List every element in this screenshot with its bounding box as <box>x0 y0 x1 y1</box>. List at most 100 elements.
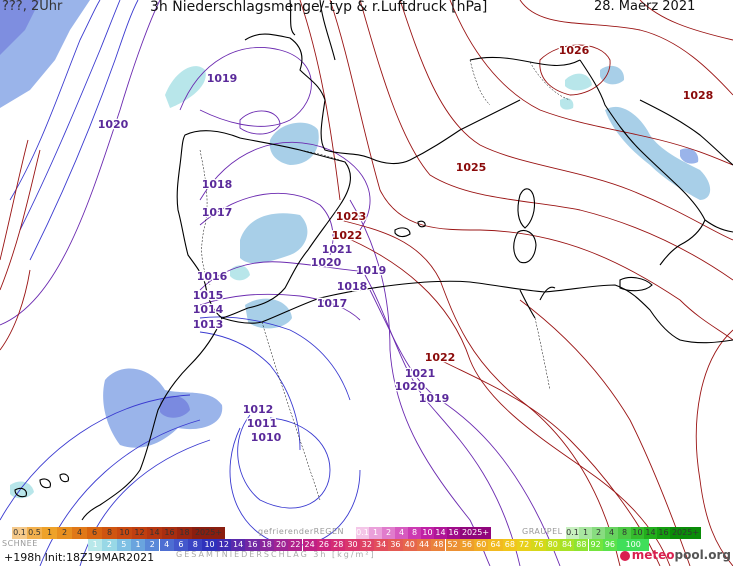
isobar-label-layer: 1019102010181017101610151014101310121011… <box>96 43 714 446</box>
snow-legend-cell: 28 <box>331 539 346 551</box>
freezing-legend-cell: 16 <box>447 527 460 539</box>
isobar-label: 1022 <box>425 351 456 364</box>
isobar-label: 1025 <box>456 161 487 174</box>
isobar-violet <box>199 261 371 291</box>
freezing-legend-cell: 2025+ <box>460 527 491 539</box>
graupel-legend-cell: 2 <box>592 527 605 539</box>
legend-freezing: 0.1 1 2 4 8 10 14 16 2025+ <box>0 527 733 539</box>
isobar-red <box>0 149 41 291</box>
rain-legend-cell: 10 <box>117 527 132 539</box>
isobar-label: 1021 <box>322 243 353 256</box>
precip-morocco-core <box>160 395 190 418</box>
border-france-spain <box>299 149 346 163</box>
snow-legend-cell: 34 <box>374 539 389 551</box>
isobar-red <box>519 299 691 567</box>
snow-legend-cell: 20 <box>273 539 289 551</box>
header-title: 3h Niederschlagsmenge/-typ & r.Luftdruck… <box>150 0 488 15</box>
isobar-violet <box>364 274 521 567</box>
legend-total-label: GESAMTNIEDERSCHLAG 3h [kg/m²] <box>176 550 376 559</box>
snow-legend-cell: 44 <box>416 539 432 551</box>
isobar-violet <box>239 110 281 135</box>
snow-legend-cell: 68 <box>502 539 517 551</box>
precip-cantabria <box>269 122 319 165</box>
isobar-label: 1019 <box>419 392 450 405</box>
isobar-label: 1022 <box>332 229 363 242</box>
border-morocco-algeria <box>261 321 321 501</box>
precip-italy <box>605 106 711 200</box>
isobar-red <box>449 0 733 166</box>
snow-legend-cell: 80 <box>545 539 560 551</box>
coast-sicily <box>619 276 653 292</box>
coast-switzerland-border <box>469 56 581 67</box>
isobar-red <box>299 0 341 201</box>
freezing-legend-cell: 4 <box>395 527 408 539</box>
brand-logo: meteopool.org <box>619 548 731 562</box>
snow-legend-cell: 64 <box>488 539 503 551</box>
graupel-legend-cell: 2025+ <box>670 527 701 539</box>
isobar-red <box>439 359 661 567</box>
rain-legend-cell: 18 <box>177 527 192 539</box>
rain-legend-cell: 4 <box>72 527 87 539</box>
isobar-violet <box>199 293 361 321</box>
isobar-red <box>399 0 733 241</box>
isobar-violet <box>0 0 161 326</box>
rain-legend-cell: 0.5 <box>27 527 42 539</box>
snow-legend-cell: 1 <box>130 539 146 551</box>
graupel-legend-cell: 10 <box>631 527 644 539</box>
snow-legend-cell: 26 <box>316 539 332 551</box>
snow-legend-cell: 88 <box>574 539 589 551</box>
snow-legend-cell: 22 <box>288 539 303 551</box>
precip-iberia-central <box>240 213 308 264</box>
coast-italy <box>579 59 733 266</box>
coast-channel <box>289 0 336 61</box>
brand-name-part1: meteo <box>631 548 675 562</box>
isobar-violet <box>199 192 334 256</box>
isobar-label: 1013 <box>193 318 224 331</box>
snow-legend-cell: 30 <box>345 539 360 551</box>
precip-northwest-dark <box>0 0 40 55</box>
rain-legend-cell: 12 <box>132 527 147 539</box>
isobar-label: 1014 <box>193 303 224 316</box>
snow-legend-cell: 48 <box>431 539 446 551</box>
coast-north-africa <box>221 280 733 344</box>
brand-name-part2: pool.org <box>674 548 731 562</box>
coastlines <box>14 0 733 521</box>
isobar-label: 1018 <box>202 178 233 191</box>
freezing-legend-cell: 0.1 <box>356 527 369 539</box>
graupel-legend-cell: 0.1 <box>566 527 579 539</box>
snow-legend-cell: 1 <box>88 539 103 551</box>
precip-alps <box>565 73 592 91</box>
coast-balearic <box>394 220 426 238</box>
coast-canaries <box>14 473 69 498</box>
isobar-label: 1017 <box>202 206 233 219</box>
isobar-label: 1019 <box>356 264 387 277</box>
snow-legend-cell: 92 <box>588 539 603 551</box>
isobar-label: 1010 <box>251 431 282 444</box>
snow-legend-cell: 18 <box>259 539 274 551</box>
isobar-red <box>539 44 611 96</box>
isobar-blue <box>237 414 331 509</box>
brand-logo-mark <box>619 550 630 561</box>
snow-legend-cell: 4 <box>159 539 174 551</box>
isobar-label: 1018 <box>337 280 368 293</box>
isobar-blue <box>19 0 121 231</box>
graupel-legend-cell: 8 <box>618 527 631 539</box>
snow-legend-cell: 32 <box>359 539 374 551</box>
country-borders <box>199 59 571 501</box>
rain-legend-cell: 2025+ <box>192 527 225 539</box>
snow-legend-cell: 10 <box>202 539 217 551</box>
coast-morocco-atlantic <box>81 317 223 521</box>
freezing-legend-cell: 1 <box>369 527 382 539</box>
isobar-red <box>0 269 31 351</box>
snow-legend-cell: 5 <box>116 539 131 551</box>
freezing-legend-cell: 8 <box>408 527 421 539</box>
isobar-blue <box>29 0 139 261</box>
graupel-legend-cell: 16 <box>657 527 670 539</box>
graupel-legend-cell: 4 <box>605 527 618 539</box>
graupel-legend-cell: 1 <box>579 527 592 539</box>
rain-legend-cell: 16 <box>162 527 177 539</box>
rain-legend-cell: 6 <box>87 527 102 539</box>
